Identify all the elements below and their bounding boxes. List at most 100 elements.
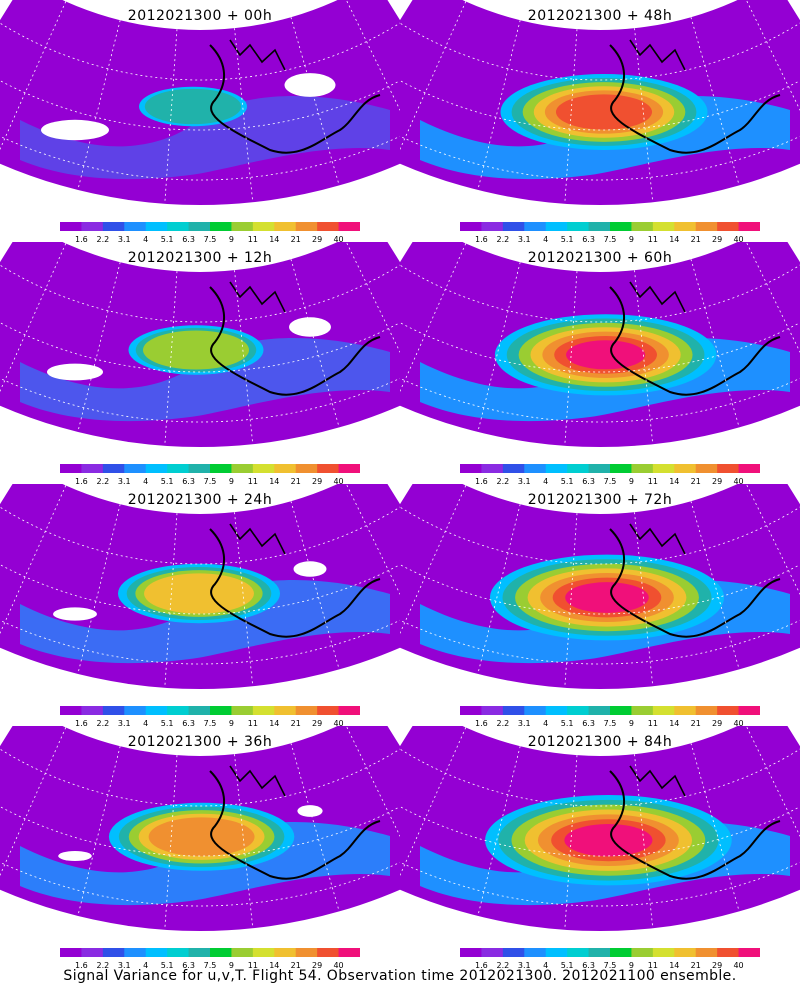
colorbar-swatch [295, 222, 318, 231]
graticule-parallel [0, 505, 400, 565]
map-panel: 2012021300 + 00h 1.6 2.2 3.1 4 5.1 6.3 7.5 9 11 14… [0, 0, 400, 245]
colorbar-swatch [317, 948, 340, 957]
graticule-meridian [634, 512, 654, 687]
graticule-meridian [290, 259, 340, 428]
colorbar-tick-label: 2.2 [96, 477, 109, 486]
graticule-parallel [0, 548, 400, 615]
graticule-meridian [164, 29, 178, 204]
colorbar-tick-label: 6.3 [182, 719, 195, 728]
colorbar-tick-label: 6.3 [182, 477, 195, 486]
variance-contour [565, 582, 649, 613]
graticule-parallel [400, 790, 800, 857]
colorbar-tick-label: 6.3 [582, 719, 595, 728]
colorbar-tick-label: 29 [312, 719, 322, 728]
colorbar-swatch [674, 464, 697, 473]
colorbar-swatch [567, 948, 590, 957]
no-data-patch [58, 850, 92, 862]
colorbar-swatch [81, 464, 104, 473]
graticule-meridian [690, 501, 740, 670]
colorbar-tick-label: 40 [733, 477, 743, 486]
colorbar-swatch [167, 222, 190, 231]
colorbar-tick-label: 7.5 [204, 961, 217, 970]
coastline [609, 528, 781, 638]
coastline [609, 770, 781, 880]
colorbar-swatch [567, 706, 590, 715]
colorbar-tick-label: 11 [648, 961, 658, 970]
variance-map [0, 0, 400, 205]
colorbar-tick-label: 3.1 [118, 477, 131, 486]
colorbar-swatch [481, 222, 504, 231]
colorbar-swatch [167, 948, 190, 957]
colorbar-swatch [188, 948, 211, 957]
colorbar-swatch [524, 464, 547, 473]
colorbar-swatch [145, 706, 168, 715]
colorbar-swatch [210, 948, 232, 957]
coastline [629, 765, 686, 797]
colorbar-swatch [631, 464, 654, 473]
graticule-parallel [400, 306, 800, 373]
colorbar-tick-label: 5.1 [161, 477, 174, 486]
colorbar-tick-label: 9 [229, 961, 234, 970]
colorbar-swatch [481, 948, 504, 957]
colorbar-swatch [738, 222, 760, 231]
colorbar-tick-label: 6.3 [182, 961, 195, 970]
colorbar-tick-label: 9 [629, 477, 634, 486]
graticule-meridian [0, 243, 67, 404]
colorbar-swatch [502, 222, 525, 231]
no-data-patch [53, 607, 97, 621]
colorbar-tick-label: 21 [691, 961, 701, 970]
colorbar-swatch [502, 948, 525, 957]
map-field [0, 484, 400, 689]
colorbar-tick-label: 5.1 [561, 477, 574, 486]
variance-map [400, 484, 800, 689]
graticule-parallel [400, 64, 800, 131]
graticule-meridian [477, 262, 521, 433]
colorbar-swatch [460, 222, 482, 231]
colorbar-tick-label: 1.6 [475, 961, 488, 970]
graticule-meridian [564, 271, 578, 446]
colorbar-tick-label: 9 [629, 235, 634, 244]
graticule-meridian [77, 262, 121, 433]
graticule-meridian [400, 485, 467, 646]
colorbar-swatch [145, 948, 168, 957]
graticule-meridian [690, 259, 740, 428]
colorbar-tick-label: 9 [629, 719, 634, 728]
map-panel: 2012021300 + 36h 1.6 2.2 3.1 4 5.1 6.3 7.5 9 11 14… [0, 726, 400, 971]
colorbar-tick-label: 5.1 [161, 961, 174, 970]
graticule-meridian [690, 17, 740, 186]
colorbar-tick-label: 11 [248, 719, 258, 728]
map-panel: 2012021300 + 60h 1.6 2.2 3.1 4 5.1 6.3 7.5 9 11 14… [400, 242, 800, 487]
graticule-meridian [290, 17, 340, 186]
colorbar-tick-label: 29 [712, 719, 722, 728]
colorbar-tick-label: 29 [312, 235, 322, 244]
variance-map [0, 726, 400, 931]
colorbar-tick-label: 3.1 [518, 235, 531, 244]
colorbar-swatch [274, 706, 297, 715]
no-data-patch [41, 119, 109, 141]
colorbar-swatch [338, 706, 360, 715]
colorbar-swatch [717, 706, 740, 715]
colorbar-tick-label: 7.5 [604, 235, 617, 244]
panel-title: 2012021300 + 36h [127, 734, 273, 750]
colorbar-swatch [545, 464, 568, 473]
colorbar-swatch [231, 222, 254, 231]
variance-contour [564, 824, 653, 857]
map-field [0, 242, 400, 447]
colorbar-swatch [674, 706, 697, 715]
graticule-meridian [690, 743, 740, 912]
colorbar-tick-label: 21 [291, 477, 301, 486]
colorbar-tick-label: 1.6 [75, 477, 88, 486]
graticule-parallel [0, 64, 400, 131]
colorbar-tick-label: 1.6 [475, 477, 488, 486]
colorbar-tick-label: 3.1 [518, 961, 531, 970]
graticule-meridian [477, 504, 521, 675]
colorbar: 1.6 2.2 3.1 4 5.1 6.3 7.5 9 11 14 21 29 40 [60, 948, 360, 970]
map-panel: 2012021300 + 84h 1.6 2.2 3.1 4 5.1 6.3 7.5 9 11 14… [400, 726, 800, 971]
graticule-parallel [400, 548, 800, 615]
graticule-meridian [477, 746, 521, 917]
colorbar-tick-label: 11 [648, 235, 658, 244]
colorbar-tick-label: 3.1 [118, 719, 131, 728]
graticule-parallel [0, 790, 400, 857]
colorbar-tick-label: 1.6 [75, 961, 88, 970]
map-field [400, 0, 800, 205]
